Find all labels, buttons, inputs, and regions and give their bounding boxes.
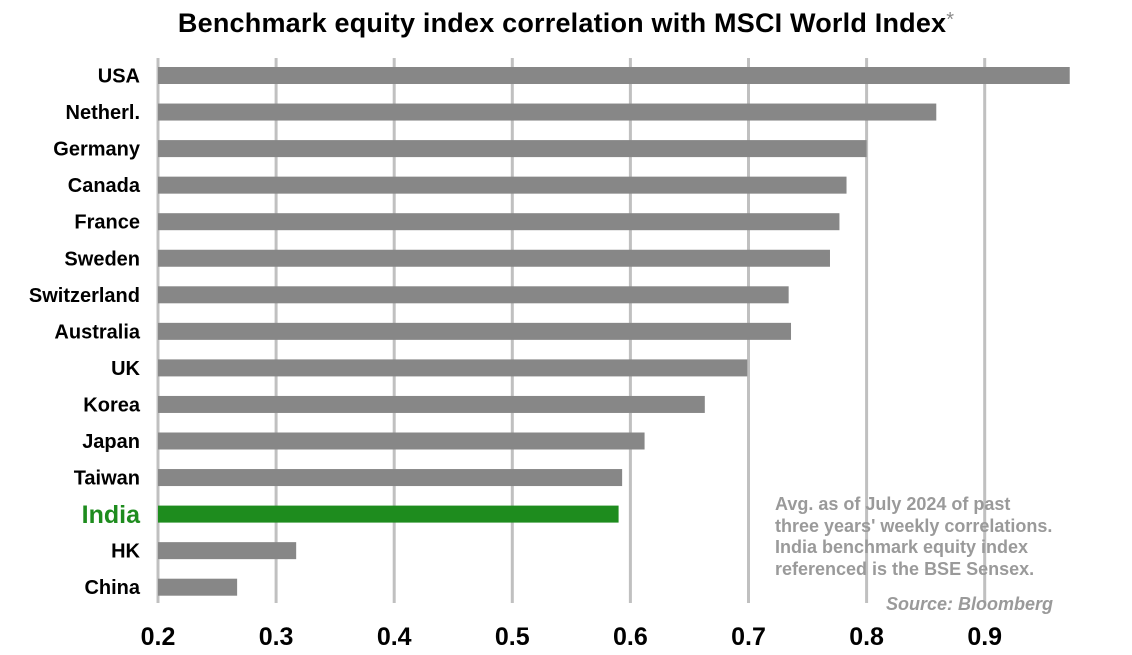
- x-tick-label: 0.3: [259, 623, 294, 651]
- bar-india: [158, 505, 619, 523]
- x-tick-label: 0.2: [141, 623, 176, 651]
- x-tick-label: 0.7: [731, 623, 766, 651]
- bars: [158, 67, 1070, 596]
- category-label: USA: [98, 66, 140, 88]
- note-line: three years' weekly correlations.: [775, 515, 1053, 536]
- bar-sweden: [158, 249, 830, 267]
- bar-korea: [158, 395, 705, 413]
- category-label: Japan: [82, 431, 140, 453]
- bar-canada: [158, 176, 847, 194]
- category-label: Taiwan: [74, 468, 140, 490]
- x-tick-label: 0.8: [849, 623, 884, 651]
- bar-france: [158, 213, 840, 231]
- bar-switzerland: [158, 286, 789, 304]
- bar-usa: [158, 67, 1070, 84]
- category-label: Australia: [54, 321, 140, 343]
- chart-title: Benchmark equity index correlation with …: [177, 8, 947, 38]
- category-label: UK: [111, 358, 140, 380]
- x-tick-label: 0.9: [967, 623, 1002, 651]
- bar-australia: [158, 322, 792, 340]
- note-line: referenced is the BSE Sensex.: [775, 558, 1035, 579]
- chart-title-wrap: Benchmark equity index correlation with …: [0, 8, 1132, 39]
- category-label: France: [74, 212, 140, 234]
- bar-taiwan: [158, 469, 623, 487]
- bar-germany: [158, 140, 867, 158]
- note-line: India benchmark equity index: [775, 537, 1029, 557]
- category-label: Netherl.: [66, 102, 140, 124]
- category-label: China: [84, 577, 140, 599]
- bar-netherl: [158, 103, 937, 121]
- bar-china: [158, 578, 238, 596]
- category-label: Korea: [83, 394, 141, 416]
- x-tick-label: 0.4: [377, 623, 412, 651]
- title-asterisk: *: [946, 9, 955, 31]
- x-tick-label: 0.6: [613, 623, 648, 651]
- source-label: Source: Bloomberg: [886, 594, 1054, 614]
- x-tick-labels: 0.2 0.3 0.4 0.5 0.6 0.7 0.8 0.9: [141, 623, 1002, 651]
- bar-hk: [158, 542, 297, 560]
- category-label: India: [82, 501, 141, 529]
- chart-note: Avg. as of July 2024 of past three years…: [775, 494, 1105, 580]
- bar-japan: [158, 432, 645, 450]
- x-tick-label: 0.5: [495, 623, 530, 651]
- category-labels: USA Netherl. Germany Canada France Sweden Swit…: [29, 66, 141, 600]
- note-line: Avg. as of July 2024 of past: [775, 494, 1011, 514]
- category-label: Switzerland: [29, 285, 140, 307]
- category-label: HK: [111, 541, 140, 563]
- category-label: Sweden: [64, 248, 140, 270]
- bar-uk: [158, 359, 748, 377]
- category-label: Germany: [53, 139, 141, 161]
- category-label: Canada: [68, 175, 141, 197]
